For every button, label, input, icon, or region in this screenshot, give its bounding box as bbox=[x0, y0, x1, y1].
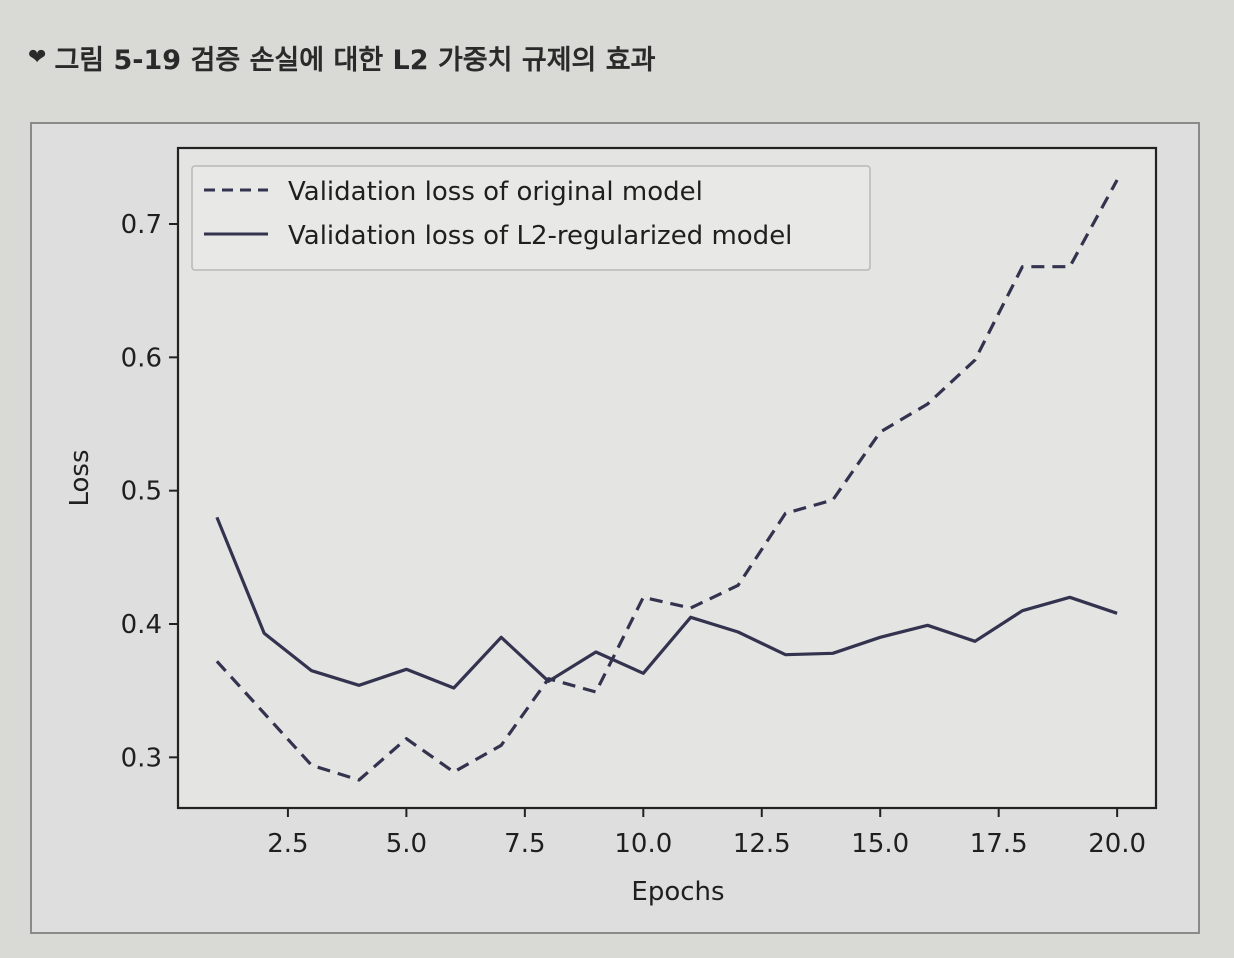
y-tick-label: 0.5 bbox=[121, 477, 162, 507]
chevron-down-icon: ❤ bbox=[28, 45, 47, 70]
y-tick-label: 0.7 bbox=[121, 210, 162, 240]
series-layer bbox=[215, 179, 1119, 782]
figure-caption: ❤ 그림 5-19 검증 손실에 대한 L2 가중치 규제의 효과 bbox=[28, 38, 655, 77]
y-tick-label: 0.6 bbox=[121, 343, 162, 373]
legend-label-original: Validation loss of original model bbox=[288, 177, 703, 207]
y-axis-label: Loss bbox=[65, 449, 95, 506]
x-tick-label: 7.5 bbox=[504, 829, 545, 859]
x-tick-label: 5.0 bbox=[386, 829, 427, 859]
series-line-original bbox=[215, 179, 1119, 782]
y-tick-label: 0.4 bbox=[121, 610, 162, 640]
x-axis-label: Epochs bbox=[631, 877, 724, 907]
legend-box bbox=[191, 165, 871, 271]
x-tick-label: 17.5 bbox=[970, 829, 1028, 859]
x-tick-label: 20.0 bbox=[1088, 829, 1146, 859]
caption-text: 그림 5-19 검증 손실에 대한 L2 가중치 규제의 효과 bbox=[54, 45, 656, 76]
x-tick-label: 12.5 bbox=[733, 829, 791, 859]
x-tick-label: 15.0 bbox=[851, 829, 909, 859]
y-axis: 0.3 0.4 0.5 0.6 0.7 bbox=[121, 210, 178, 773]
x-axis: 2.5 5.0 7.5 10.0 12.5 15.0 17.5 20.0 bbox=[267, 808, 1146, 859]
legend: Validation loss of original model Valida… bbox=[191, 165, 871, 271]
x-tick-label: 2.5 bbox=[267, 829, 308, 859]
series-line-l2 bbox=[215, 516, 1118, 690]
y-tick-label: 0.3 bbox=[121, 743, 162, 773]
x-tick-label: 10.0 bbox=[614, 829, 672, 859]
legend-label-l2: Validation loss of L2-regularized model bbox=[288, 221, 792, 251]
